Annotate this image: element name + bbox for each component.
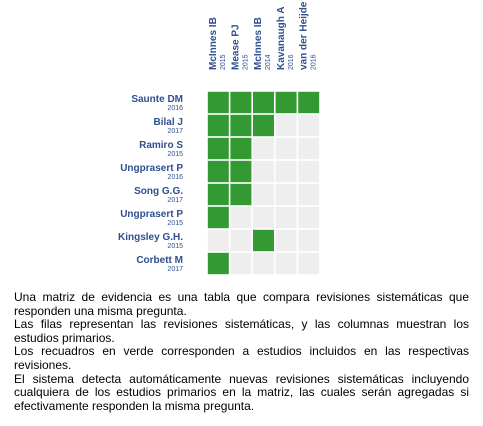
- column-name: van der Heijde ...: [298, 0, 309, 70]
- empty-cell: [275, 252, 297, 275]
- row-name: Song G.G.: [134, 186, 183, 197]
- included-cell: [253, 114, 274, 137]
- column-name: McInnes IB: [208, 17, 219, 70]
- row-name: Ungprasert P: [120, 163, 183, 174]
- paragraph: Una matriz de evidencia es una tabla que…: [14, 290, 469, 318]
- column-year: 2016: [310, 54, 317, 70]
- row-year: 2015: [167, 243, 183, 250]
- column-name: Kavanaugh A: [276, 6, 287, 70]
- column-year: 2015: [243, 54, 250, 70]
- included-cell: [275, 91, 297, 114]
- row-name: Corbett M: [136, 255, 183, 266]
- column-name: McInnes IB: [253, 17, 264, 70]
- row-name: Bilal J: [154, 117, 183, 128]
- included-cell: [207, 183, 229, 206]
- empty-cell: [230, 206, 252, 229]
- empty-cell: [298, 114, 320, 137]
- included-cell: [207, 114, 229, 137]
- empty-cell: [253, 160, 274, 183]
- included-cell: [207, 160, 229, 183]
- paragraph: El sistema detecta automáticamente nueva…: [14, 371, 469, 413]
- included-cell: [230, 91, 252, 114]
- empty-cell: [253, 137, 274, 160]
- empty-cell: [275, 114, 297, 137]
- empty-cell: [275, 229, 297, 252]
- included-cell: [207, 252, 229, 275]
- included-cell: [230, 160, 252, 183]
- row-year: 2017: [167, 266, 183, 273]
- included-cell: [230, 183, 252, 206]
- included-cell: [298, 91, 320, 114]
- paragraph: Los recuadros en verde corresponden a es…: [14, 344, 469, 372]
- empty-cell: [275, 206, 297, 229]
- included-cell: [207, 91, 229, 114]
- column-year: 2014: [265, 54, 272, 70]
- row-name: Saunte DM: [131, 94, 183, 105]
- included-cell: [253, 229, 274, 252]
- column-name: Mease PJ: [231, 24, 242, 70]
- row-name: Kingsley G.H.: [118, 232, 183, 243]
- row-year: 2017: [167, 128, 183, 135]
- empty-cell: [298, 160, 320, 183]
- empty-cell: [298, 137, 320, 160]
- empty-cell: [230, 229, 252, 252]
- empty-cell: [298, 183, 320, 206]
- empty-cell: [253, 183, 274, 206]
- empty-cell: [230, 252, 252, 275]
- empty-cell: [207, 229, 229, 252]
- empty-cell: [275, 183, 297, 206]
- row-year: 2016: [167, 174, 183, 181]
- column-year: 2015: [220, 54, 227, 70]
- paragraph: Las filas representan las revisiones sis…: [14, 317, 469, 345]
- included-cell: [207, 206, 229, 229]
- included-cell: [230, 114, 252, 137]
- empty-cell: [275, 137, 297, 160]
- description: Una matriz de evidencia es una tabla que…: [14, 290, 469, 413]
- column-year: 2016: [288, 54, 295, 70]
- row-name: Ungprasert P: [120, 209, 183, 220]
- included-cell: [253, 91, 274, 114]
- row-year: 2015: [167, 220, 183, 227]
- empty-cell: [298, 252, 320, 275]
- empty-cell: [253, 206, 274, 229]
- row-year: 2015: [167, 151, 183, 158]
- row-name: Ramiro S: [139, 140, 183, 151]
- row-year: 2016: [167, 105, 183, 112]
- empty-cell: [275, 160, 297, 183]
- included-cell: [230, 137, 252, 160]
- row-year: 2017: [167, 197, 183, 204]
- empty-cell: [298, 206, 320, 229]
- evidence-matrix: McInnes IB 2015 Mease PJ 2015 McInnes IB 2014…: [118, 0, 320, 275]
- empty-cell: [298, 229, 320, 252]
- empty-cell: [253, 252, 274, 275]
- included-cell: [207, 137, 229, 160]
